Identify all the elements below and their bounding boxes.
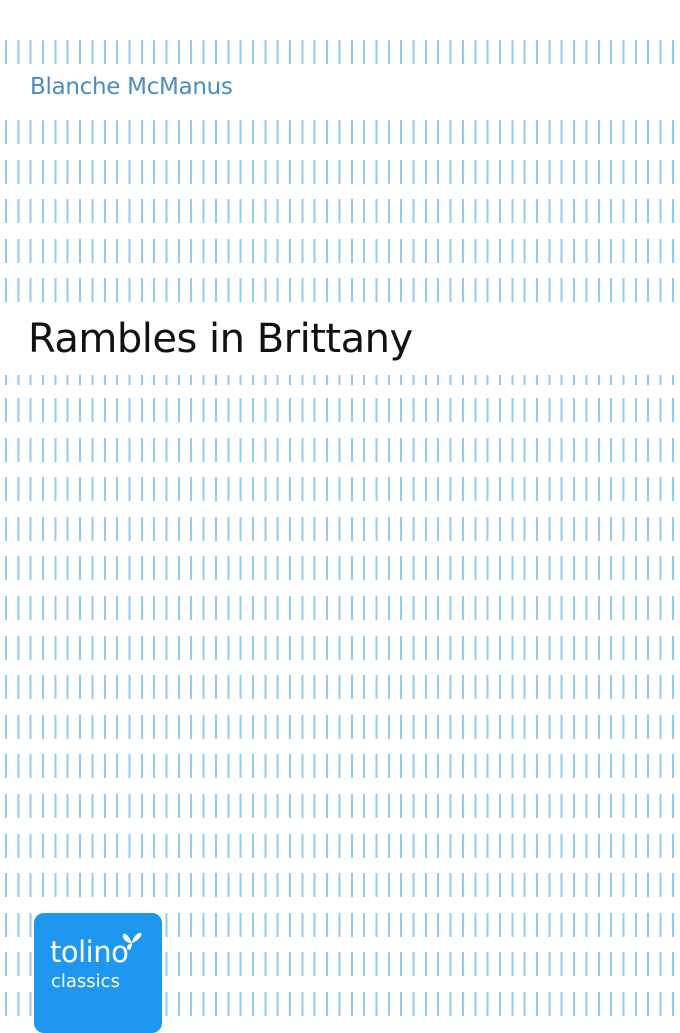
stripe-row [0,40,680,64]
stripe-row [0,238,680,263]
stripe-row [0,794,680,818]
stripe-row [0,714,680,739]
logo-sub: classics [51,971,120,992]
stripe-row [0,675,680,700]
author-name: Blanche McManus [30,74,233,100]
stripe-row [0,833,680,858]
stripe-row [0,120,680,144]
stripe-row [0,596,680,620]
stripe-row [0,516,680,541]
butterfly-icon [122,932,142,950]
stripe-row [0,375,680,385]
stripe-row [0,159,680,184]
stripe-row [0,754,680,779]
stripe-row [0,635,680,660]
book-title: Rambles in Brittany [28,316,413,362]
stripe-row [0,278,680,303]
stripe-row [0,199,680,224]
stripe-row [0,873,680,898]
stripe-row [0,556,680,581]
stripe-row [0,398,680,422]
publisher-logo: tolino classics [34,913,162,1033]
stripe-row [0,477,680,502]
stripe-row [0,437,680,462]
logo-brand: tolino [50,935,129,969]
